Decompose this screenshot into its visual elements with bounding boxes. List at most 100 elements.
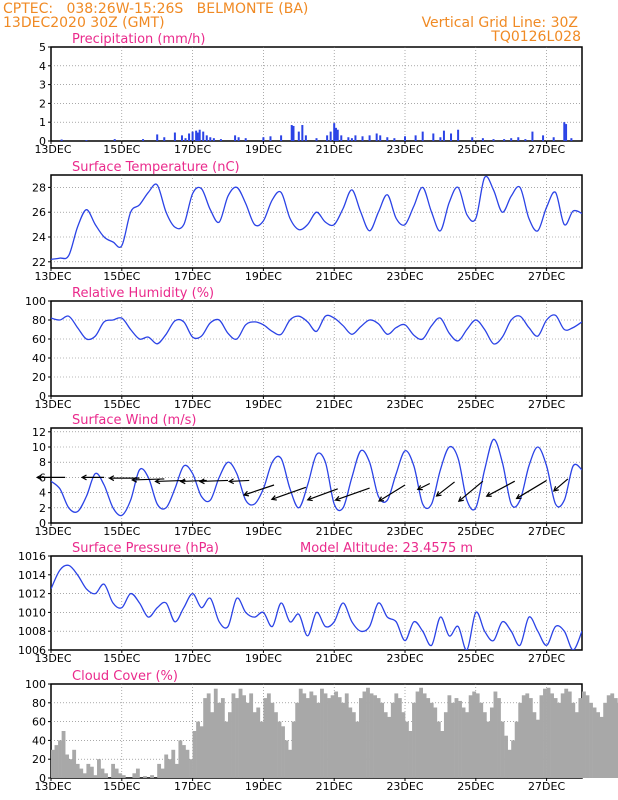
wind-arrow: [435, 481, 455, 497]
wind-arrow-head: [485, 491, 492, 497]
y-tick-label: 100: [25, 678, 46, 691]
wind-arrow: [270, 486, 307, 501]
wind-arrow: [552, 478, 569, 492]
precip-bar: [85, 140, 88, 141]
x-tick-label: 13DEC: [34, 780, 71, 793]
precip-bar: [219, 139, 222, 141]
cloud-bar: [592, 707, 597, 778]
cloud-bar: [79, 768, 84, 778]
cloud-bar: [228, 712, 232, 778]
y-tick-label: 2: [39, 502, 46, 515]
wind-arrow: [35, 474, 66, 481]
wind-arrow-head: [35, 474, 42, 481]
cloud-bar: [567, 691, 572, 778]
precip-bar: [269, 136, 272, 141]
x-tick-label: 27DEC: [528, 525, 565, 538]
cloud-bar: [231, 693, 236, 778]
precip-bar: [334, 127, 337, 141]
y-tick-label: 80: [32, 314, 46, 327]
y-tick-label: 4: [39, 60, 46, 73]
wind-arrow-shaft: [486, 480, 516, 497]
wind-arrow-head: [270, 495, 277, 501]
cloud-bar: [376, 698, 381, 778]
precip-bar: [492, 139, 495, 141]
cloud-bar: [132, 773, 137, 778]
cloud-bar: [86, 763, 91, 778]
cloud-bar: [242, 695, 246, 778]
panel-temp: 22 24 26 28 13DEC 15DEC 17DEC 19DEC 21DEC 23DEC 25…: [32, 160, 583, 283]
cloud-bar: [54, 745, 59, 778]
precip-bar: [60, 139, 63, 141]
wind-arrow-head: [334, 495, 341, 502]
cloud-bar: [383, 712, 388, 778]
wind-arrow-shaft: [553, 478, 569, 492]
precip-bar: [244, 138, 247, 141]
x-tick-label: 25DEC: [457, 270, 494, 283]
plot-frame: [50, 46, 583, 142]
cloud-bar: [497, 698, 501, 778]
cloud-bar: [426, 698, 431, 778]
cloud-bar: [203, 698, 208, 778]
cloud-bar: [543, 688, 547, 778]
temp-series-line: [51, 175, 582, 260]
precip-bar: [326, 135, 329, 141]
y-tick-label: 40: [32, 352, 46, 365]
wind-series-line: [51, 438, 582, 517]
wind-arrow: [377, 484, 406, 502]
x-tick-label: 19DEC: [245, 270, 282, 283]
y-tick-label: 1: [39, 116, 46, 129]
wind-arrow-shaft: [307, 488, 338, 501]
y-tick-label: 0: [39, 390, 46, 403]
cloud-bar: [532, 712, 537, 778]
y-tick-label: 1010: [18, 606, 46, 619]
precip-bar: [570, 138, 573, 141]
x-tick-label: 23DEC: [386, 398, 423, 411]
wind-arrow-shaft: [417, 482, 431, 491]
y-tick-label: 1012: [18, 588, 46, 601]
wind-arrow: [227, 478, 250, 485]
cloud-bar: [312, 695, 317, 778]
x-tick-label: 13DEC: [34, 652, 71, 665]
wind-arrow: [457, 480, 484, 503]
cloud-bar: [408, 731, 413, 778]
x-tick-label: 15DEC: [103, 652, 140, 665]
cloud-bar: [185, 749, 190, 778]
cloud-bar: [178, 740, 183, 778]
cloud-bar: [323, 693, 328, 778]
cloud-bar: [507, 749, 512, 778]
y-tick-label: 24: [32, 231, 46, 244]
y-tick-label: 1016: [18, 550, 46, 563]
wind-arrow-head: [179, 478, 186, 485]
precip-bar: [237, 137, 240, 141]
cloud-bar: [405, 721, 409, 778]
x-tick-label: 21DEC: [316, 143, 353, 156]
cloud-bar: [305, 698, 310, 778]
cloud-bar: [461, 707, 466, 778]
cloud-bar: [412, 702, 416, 778]
wind-arrow: [306, 488, 338, 502]
cloud-bar: [415, 691, 420, 778]
precip-bar: [442, 130, 445, 141]
cloud-bar: [387, 716, 392, 778]
cloud-bar: [72, 749, 77, 778]
cloud-bar: [504, 735, 508, 778]
cloud-bar: [458, 700, 462, 778]
header-grid-line: Vertical Grid Line: 30Z: [422, 15, 578, 31]
x-tick-label: 25DEC: [457, 525, 494, 538]
cloud-bar: [348, 707, 353, 778]
x-tick-label: 13DEC: [34, 525, 71, 538]
precip-bar: [191, 131, 194, 141]
cloud-bar: [394, 693, 399, 778]
cloud-bar: [206, 693, 211, 778]
y-tick-label: 100: [25, 295, 46, 308]
y-tick-label: 3: [39, 79, 46, 92]
y-tick-label: 0: [39, 135, 46, 148]
y-tick-label: 40: [32, 734, 46, 747]
cloud-bar: [344, 693, 349, 778]
precip-bar: [156, 134, 159, 141]
x-tick-label: 17DEC: [174, 652, 211, 665]
cloud-bar: [167, 759, 172, 778]
plot-frame: [50, 174, 583, 269]
x-tick-label: 25DEC: [457, 652, 494, 665]
